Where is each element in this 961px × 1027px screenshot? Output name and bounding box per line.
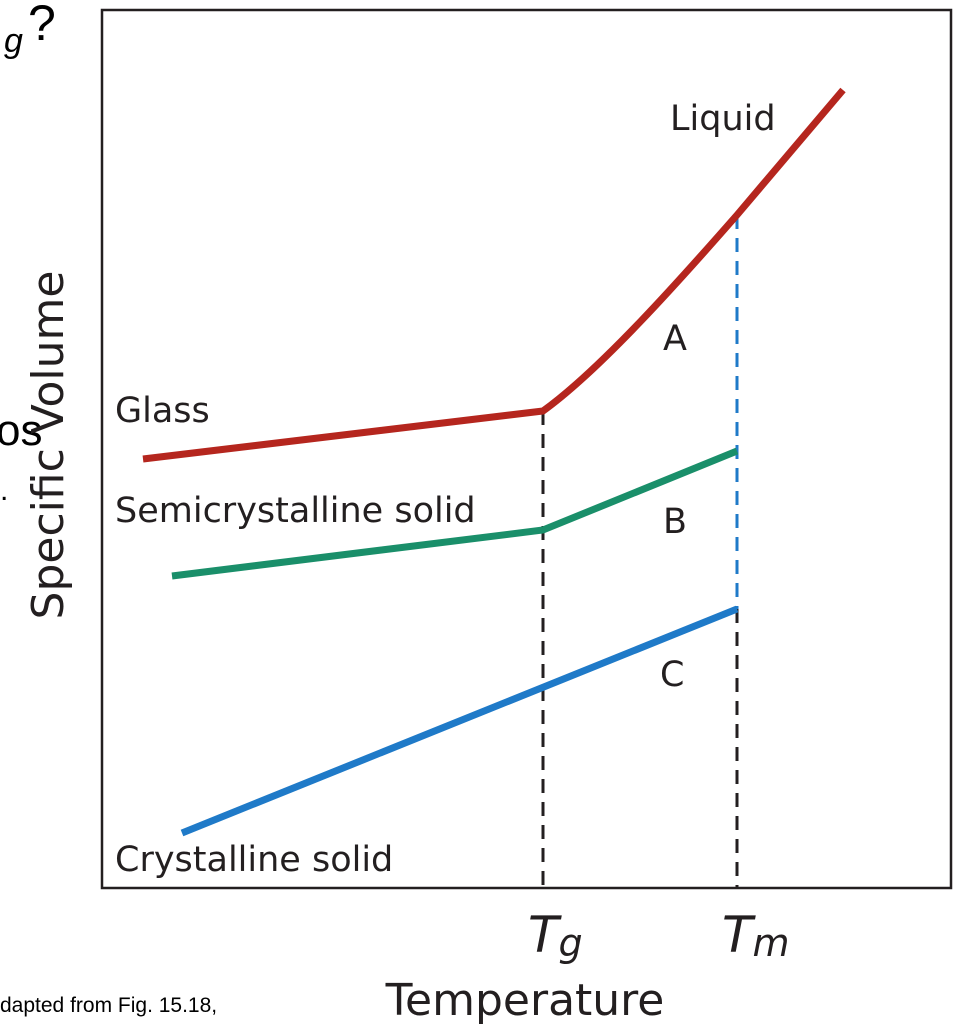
marker-symbol: T bbox=[722, 906, 756, 964]
semicrystalline-curve bbox=[171, 447, 739, 580]
glass-liquid-curve bbox=[142, 87, 846, 463]
region-label: B bbox=[663, 502, 687, 542]
curve-label: Liquid bbox=[670, 99, 776, 139]
cropped-text: ? bbox=[28, 0, 56, 51]
cropped-text: g bbox=[4, 22, 23, 60]
cropped-text: . bbox=[0, 474, 8, 507]
marker-subscript: m bbox=[753, 921, 790, 965]
x-marker: Tg bbox=[528, 906, 583, 965]
x-marker: Tm bbox=[722, 906, 790, 965]
curve-label: Glass bbox=[115, 391, 210, 431]
caption-fragment: dapted from Fig. 15.18, bbox=[0, 994, 217, 1017]
plot-frame bbox=[100, 8, 953, 890]
crystalline-curve bbox=[180, 605, 739, 837]
region-label: C bbox=[660, 655, 684, 695]
marker-symbol: T bbox=[528, 906, 562, 964]
curve-label: Semicrystalline solid bbox=[115, 491, 476, 531]
marker-subscript: g bbox=[559, 921, 583, 965]
x-axis-label: Temperature bbox=[385, 975, 665, 1026]
y-axis-label: Specific Volume bbox=[23, 271, 74, 620]
curve-label: Crystalline solid bbox=[115, 840, 393, 880]
region-label: A bbox=[663, 319, 687, 359]
cropped-text: os bbox=[0, 406, 42, 455]
